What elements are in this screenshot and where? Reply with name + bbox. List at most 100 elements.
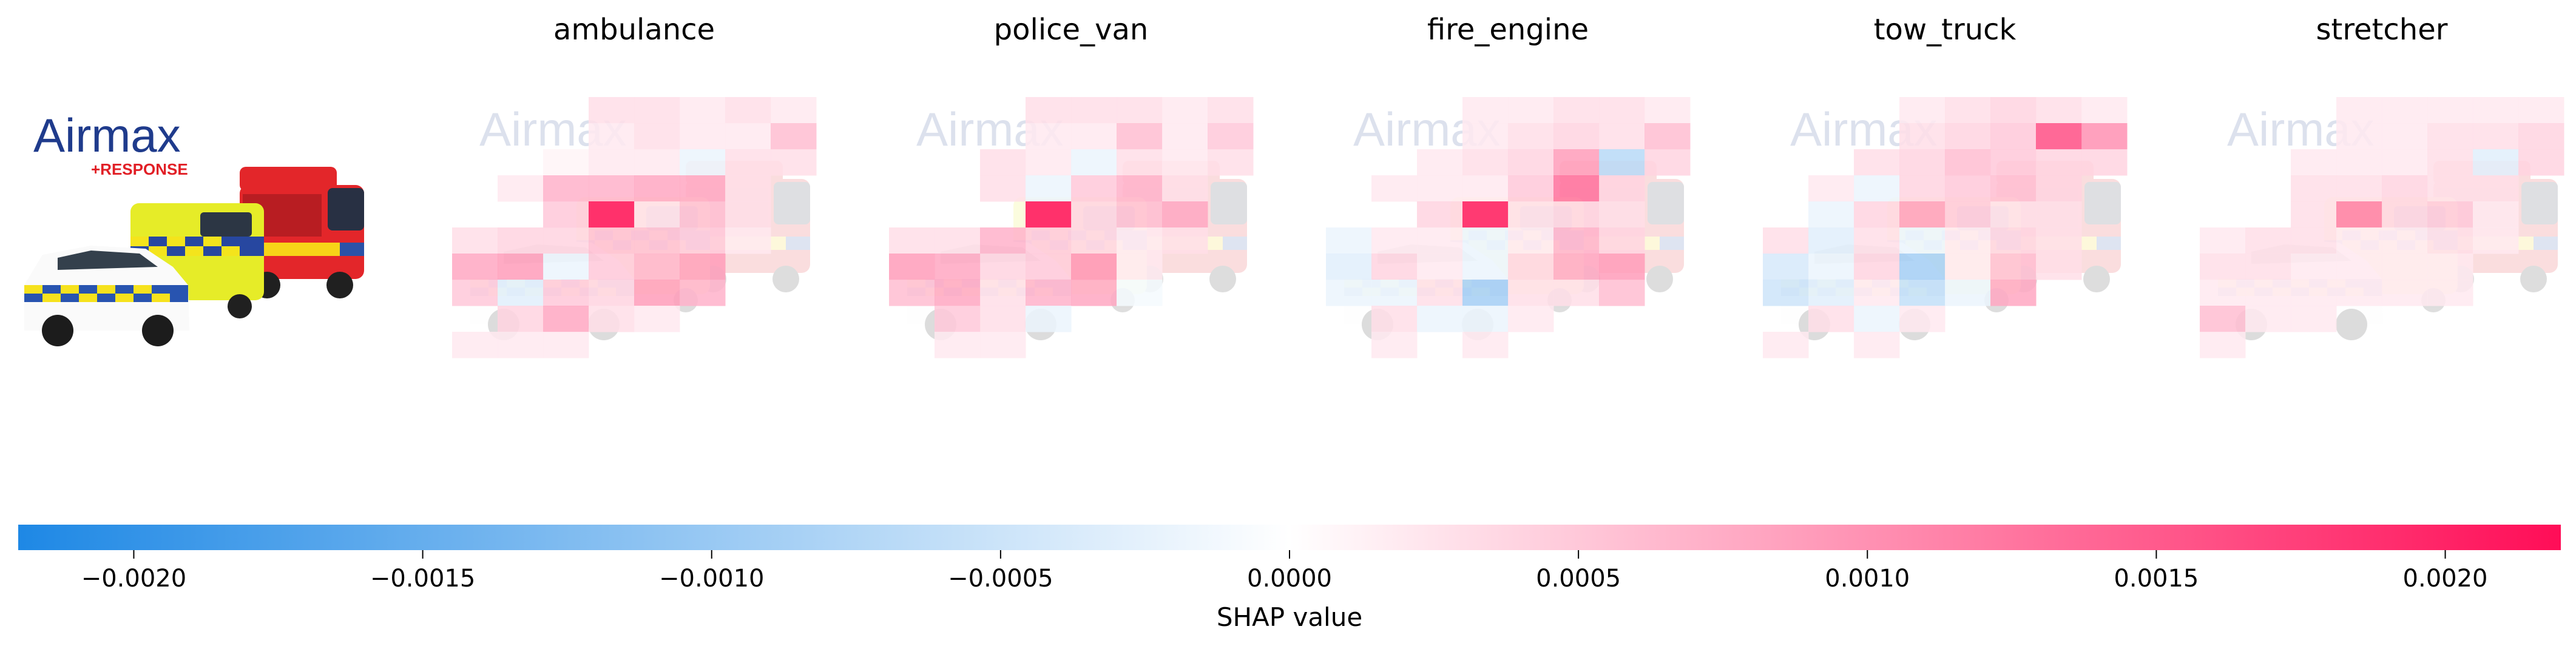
shap-cell <box>2336 201 2382 228</box>
shap-cell <box>680 123 726 150</box>
shap-cell <box>2382 97 2428 124</box>
shap-cell <box>1599 123 1645 150</box>
shap-cell <box>634 201 680 228</box>
shap-cell <box>1026 306 1072 332</box>
shap-cell <box>1990 201 2037 228</box>
panel-title: tow_truck <box>1874 13 2017 47</box>
shap-cell <box>1945 97 1991 124</box>
shap-cell <box>589 175 635 202</box>
shap-cell <box>2200 306 2246 332</box>
shap-cell <box>2427 201 2473 228</box>
shap-cell <box>980 254 1026 280</box>
shap-cell <box>452 227 498 254</box>
shap-cell <box>725 149 771 176</box>
shap-cell <box>2336 280 2382 306</box>
shap-cell <box>1326 227 1372 254</box>
shap-cell <box>498 175 544 202</box>
colorbar-label: SHAP value <box>1217 602 1362 632</box>
shap-cell <box>2291 254 2337 280</box>
shap-cell <box>1071 201 1117 228</box>
shap-cell <box>2473 123 2519 150</box>
shap-cell <box>2382 201 2428 228</box>
shap-cell <box>1462 97 1509 124</box>
shap-cell <box>1208 97 1254 124</box>
shap-cell <box>589 149 635 176</box>
shap-cell <box>2200 332 2246 358</box>
shap-cell <box>1462 280 1509 306</box>
shap-cell <box>498 254 544 280</box>
shap-cell <box>1071 175 1117 202</box>
shap-cell <box>1371 254 1418 280</box>
shap-cell <box>634 149 680 176</box>
shap-cell <box>2382 280 2428 306</box>
shap-cell <box>1071 97 1117 124</box>
shap-cell <box>452 332 498 358</box>
shap-cell <box>2291 175 2337 202</box>
shap-cell <box>1553 254 1600 280</box>
shap-cell <box>543 254 589 280</box>
shap-cell <box>2518 149 2564 176</box>
shap-cell <box>1508 123 1554 150</box>
shap-cell <box>1071 227 1117 254</box>
shap-cell <box>1026 280 1072 306</box>
shap-cell <box>2427 254 2473 280</box>
shap-cell <box>589 280 635 306</box>
shap-cell <box>680 254 726 280</box>
colorbar: −0.0020 −0.0015 −0.0010 −0.0005 0.0000 0.0005… <box>18 525 2561 632</box>
colorbar-gradient <box>18 525 2561 550</box>
shap-cell <box>2081 97 2128 124</box>
shap-cell <box>2427 227 2473 254</box>
shap-cell <box>2473 201 2519 228</box>
shap-cell <box>2427 123 2473 150</box>
shap-cell <box>1326 280 1372 306</box>
colorbar-ticks: −0.0020 −0.0015 −0.0010 −0.0005 0.0000 0.0005… <box>81 550 2488 593</box>
shap-cell <box>680 280 726 306</box>
shap-cell <box>771 123 817 150</box>
shap-cell <box>1508 175 1554 202</box>
shap-cell <box>1645 97 1691 124</box>
shap-cell <box>1026 123 1072 150</box>
shap-cell <box>2473 175 2519 202</box>
shap-cell <box>1553 280 1600 306</box>
shap-cell <box>1071 123 1117 150</box>
shap-cell <box>1371 306 1418 332</box>
shap-cell <box>1553 227 1600 254</box>
shap-cell <box>452 254 498 280</box>
colorbar-tick-label: −0.0010 <box>659 565 764 593</box>
shap-cell <box>498 306 544 332</box>
shap-cell <box>543 201 589 228</box>
shap-cell <box>634 97 680 124</box>
shap-cell <box>1599 280 1645 306</box>
shap-cell <box>543 227 589 254</box>
shap-cell <box>1899 97 1946 124</box>
shap-cell <box>589 97 635 124</box>
shap-cell <box>634 306 680 332</box>
shap-cell <box>2427 280 2473 306</box>
shap-cell <box>1553 175 1600 202</box>
shap-cell <box>2473 149 2519 176</box>
shap-cell <box>1899 149 1946 176</box>
shap-cell <box>1763 332 1809 358</box>
shap-cell <box>1945 201 1991 228</box>
shap-cell <box>2245 306 2291 332</box>
colorbar-tick-label: −0.0020 <box>81 565 186 593</box>
shap-cell <box>589 123 635 150</box>
shap-cell <box>1417 254 1463 280</box>
shap-cell <box>1854 201 1900 228</box>
shap-cell <box>980 306 1026 332</box>
shap-cell <box>2336 123 2382 150</box>
shap-cell <box>2382 254 2428 280</box>
colorbar-tick-label: −0.0015 <box>370 565 475 593</box>
shap-cell <box>543 175 589 202</box>
shap-cell <box>889 254 935 280</box>
shap-cell <box>1026 254 1072 280</box>
shap-cell <box>1417 201 1463 228</box>
shap-cell <box>2336 97 2382 124</box>
shap-cell <box>771 97 817 124</box>
shap-cell <box>1462 227 1509 254</box>
shap-cell <box>1854 149 1900 176</box>
shap-cell <box>1599 254 1645 280</box>
shap-cell <box>1899 306 1946 332</box>
shap-cell <box>1508 306 1554 332</box>
